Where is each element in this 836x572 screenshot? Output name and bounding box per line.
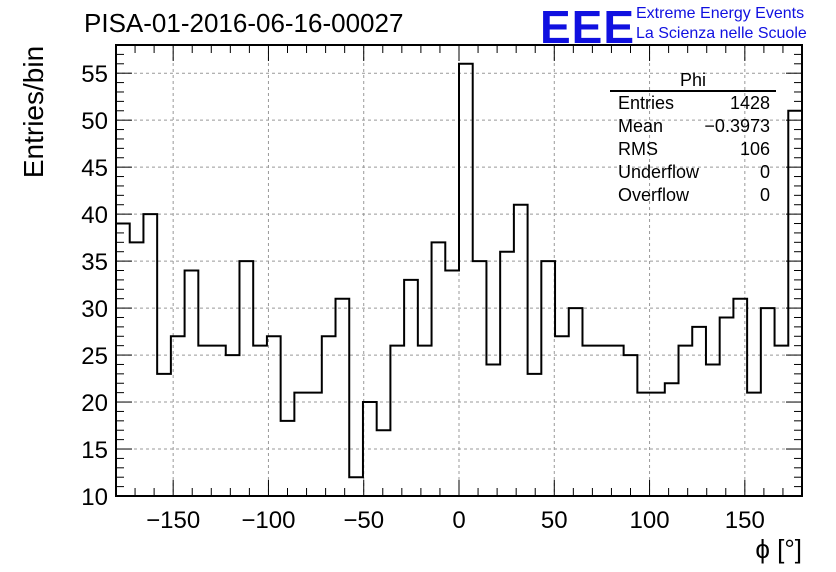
x-tick-label: −150 <box>146 507 200 534</box>
x-tick-label: 150 <box>725 507 765 534</box>
stats-label: Mean <box>618 116 664 136</box>
logo-line-2: La Scienza nelle Scuole <box>636 25 807 42</box>
y-tick-label: 25 <box>81 343 108 370</box>
x-tick-label: 100 <box>630 507 670 534</box>
y-tick-label: 30 <box>81 296 108 323</box>
x-tick-label: −100 <box>241 507 295 534</box>
y-tick-label: 20 <box>81 390 108 417</box>
y-tick-label: 15 <box>81 437 108 464</box>
y-tick-label: 10 <box>81 484 108 511</box>
stats-value: 1428 <box>729 93 770 113</box>
stats-row-overflow: Overflow 0 <box>610 184 776 207</box>
logo-line-1: Extreme Energy Events <box>636 5 805 22</box>
stats-label: RMS <box>618 139 658 159</box>
y-tick-label: 35 <box>81 249 108 276</box>
logo-caption: Extreme Energy Events La Scienza nelle S… <box>636 4 807 44</box>
y-tick-label: 40 <box>81 202 108 229</box>
histogram-line <box>116 62 802 479</box>
stats-title: Phi <box>610 70 776 92</box>
stats-label: Entries <box>618 93 675 113</box>
stats-label: Overflow <box>618 185 690 205</box>
x-axis-label: ϕ [°] <box>755 534 802 564</box>
eee-logo: EEE <box>540 1 636 53</box>
stats-row-mean: Mean −0.3973 <box>610 115 776 138</box>
stats-label: Underflow <box>618 162 700 182</box>
y-tick-label: 50 <box>81 108 108 135</box>
stats-value: −0.3973 <box>704 116 770 136</box>
stats-value: 0 <box>759 162 770 182</box>
x-tick-label: 0 <box>452 507 465 534</box>
stats-row-rms: RMS 106 <box>610 138 776 161</box>
stats-value: 0 <box>759 185 770 205</box>
stats-box: Phi Entries 1428 Mean −0.3973 RMS 106 Un… <box>610 70 776 207</box>
chart-title: PISA-01-2016-06-16-00027 <box>84 8 404 38</box>
y-axis-label: Entries/bin <box>18 45 49 179</box>
stats-row-underflow: Underflow 0 <box>610 161 776 184</box>
y-tick-label: 55 <box>81 61 108 88</box>
y-tick-label: 45 <box>81 155 108 182</box>
stats-row-entries: Entries 1428 <box>610 92 776 115</box>
x-tick-label: −50 <box>343 507 384 534</box>
x-tick-label: 50 <box>541 507 568 534</box>
stats-value: 106 <box>739 139 770 159</box>
